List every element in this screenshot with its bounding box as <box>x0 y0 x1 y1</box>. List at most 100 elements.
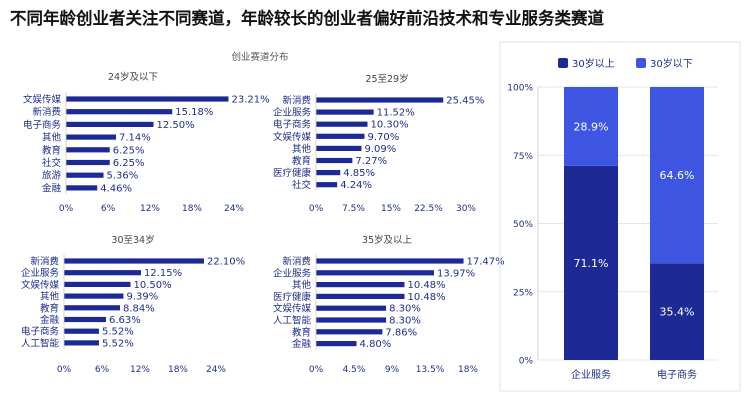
category-label: 医疗健康 <box>273 291 312 303</box>
segment-value-label: 35.4% <box>660 306 695 319</box>
bar <box>66 159 110 166</box>
bar <box>66 147 110 153</box>
category-label: 金融 <box>292 338 312 350</box>
x-tick-label: 6% <box>95 365 110 375</box>
value-label: 22.10% <box>207 257 245 268</box>
value-label: 25.45% <box>446 96 484 107</box>
stack-segment <box>650 87 704 264</box>
category-label: 电子商务 <box>273 119 312 131</box>
value-label: 6.63% <box>109 315 141 326</box>
bar <box>316 305 387 311</box>
stack-segment <box>650 263 704 360</box>
value-label: 7.27% <box>355 156 387 167</box>
bar <box>316 170 341 176</box>
value-label: 23.21% <box>231 95 269 106</box>
category-label: 教育 <box>42 144 61 156</box>
bar <box>66 96 229 102</box>
category-label: 其他 <box>42 132 62 144</box>
value-label: 4.46% <box>100 183 132 194</box>
bar <box>316 293 405 299</box>
value-label: 4.80% <box>360 339 392 350</box>
chart-title: 25至29岁 <box>365 73 408 85</box>
category-label: 新消费 <box>32 106 61 118</box>
value-label: 7.86% <box>385 327 417 338</box>
x-tick-label: 0% <box>309 365 324 375</box>
bar <box>316 133 365 139</box>
x-tick-label: 22.5% <box>414 204 443 214</box>
value-label: 7.14% <box>119 133 151 144</box>
bar <box>64 305 120 311</box>
bar <box>66 185 98 191</box>
value-label: 4.24% <box>340 180 372 191</box>
legend-label: 30岁以下 <box>650 57 693 70</box>
category-label: 医疗健康 <box>273 167 312 179</box>
category-label: 企业服务 <box>21 267 60 279</box>
value-label: 10.48% <box>407 280 445 291</box>
headline: 不同年龄创业者关注不同赛道，年龄较长的创业者偏好前沿技术和专业服务类赛道 <box>10 9 604 28</box>
bar <box>316 182 338 188</box>
x-tick-label: 12% <box>130 365 150 375</box>
category-label: 人工智能 <box>21 337 60 349</box>
category-label: 教育 <box>292 155 311 167</box>
segment-value-label: 64.6% <box>660 169 695 182</box>
bar <box>316 121 368 127</box>
category-label: 教育 <box>292 326 311 338</box>
value-label: 9.70% <box>368 132 400 143</box>
category-label: 其他 <box>292 279 312 291</box>
stack-segment <box>564 165 618 360</box>
stack-segment <box>564 87 618 166</box>
bar <box>316 145 362 151</box>
value-label: 5.36% <box>107 171 139 182</box>
category-label: 社交 <box>292 179 312 191</box>
y-tick-label: 100% <box>507 84 533 94</box>
bar <box>66 134 116 140</box>
y-tick-label: 75% <box>513 152 533 162</box>
x-tick-label: 9% <box>385 365 400 375</box>
value-label: 6.25% <box>113 145 145 156</box>
value-label: 5.52% <box>102 338 134 349</box>
category-label: 文娱传媒 <box>23 94 62 106</box>
x-tick-label: 24% <box>206 365 226 375</box>
y-tick-label: 0% <box>519 357 534 367</box>
category-label: 新消费 <box>282 256 311 268</box>
value-label: 10.50% <box>134 280 172 291</box>
bar <box>316 317 387 323</box>
category-label: 文娱传媒 <box>273 303 312 315</box>
x-tick-label: 0% <box>309 204 324 214</box>
bar <box>64 293 124 299</box>
legend-swatch <box>636 58 646 68</box>
bar <box>64 270 141 276</box>
bar <box>64 281 131 287</box>
category-label: 教育 <box>40 302 59 314</box>
bar <box>316 157 353 164</box>
category-label: 金融 <box>42 182 62 194</box>
category-label: 新消费 <box>30 256 59 268</box>
value-label: 12.50% <box>157 120 195 131</box>
value-label: 15.18% <box>175 107 213 118</box>
bar <box>64 328 99 334</box>
panel-frame <box>499 41 741 392</box>
value-label: 10.48% <box>407 292 445 303</box>
x-tick-label: 6% <box>101 204 116 214</box>
x-tick-label: 15% <box>381 204 401 214</box>
x-tick-label: 24% <box>224 204 244 214</box>
value-label: 11.52% <box>377 108 415 119</box>
x-tick-label: 0% <box>57 365 72 375</box>
category-label: 金融 <box>40 314 60 326</box>
chart-title: 24岁及以下 <box>108 71 158 83</box>
y-tick-label: 50% <box>513 220 533 230</box>
category-label: 电子商务 <box>23 119 62 131</box>
bar <box>64 316 106 323</box>
x-tick-label: 18% <box>182 204 202 214</box>
segment-value-label: 28.9% <box>574 120 609 133</box>
category-label: 人工智能 <box>273 315 312 327</box>
category-label: 新消费 <box>282 95 311 107</box>
bar <box>316 282 405 288</box>
category-label: 企业服务 <box>273 267 312 279</box>
category-label: 电子商务 <box>657 368 697 381</box>
x-tick-label: 13.5% <box>416 365 445 375</box>
legend-swatch <box>558 58 568 68</box>
category-label: 企业服务 <box>571 368 611 381</box>
value-label: 8.30% <box>389 316 421 327</box>
bar <box>66 109 173 115</box>
